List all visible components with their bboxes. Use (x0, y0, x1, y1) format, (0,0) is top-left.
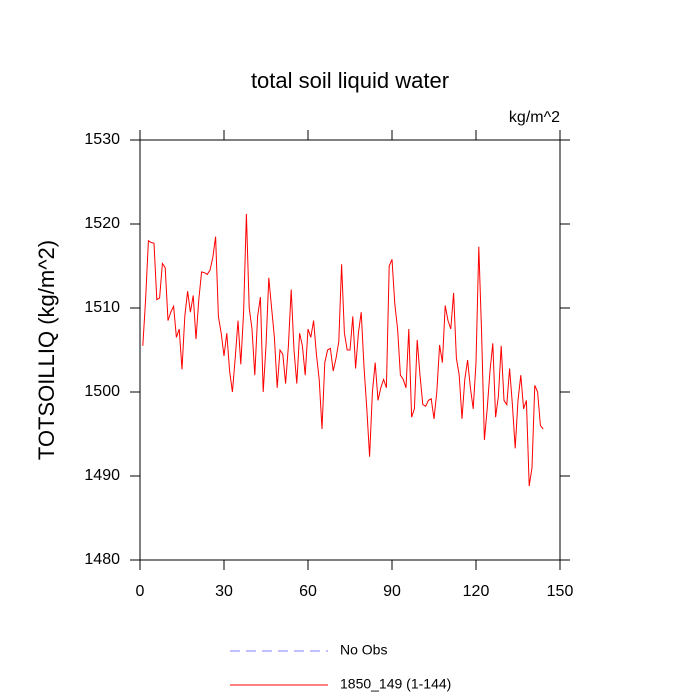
x-tick-label: 90 (383, 583, 401, 600)
y-axis-label: TOTSOILLIQ (kg/m^2) (34, 240, 59, 460)
units-label: kg/m^2 (509, 109, 560, 126)
y-tick-label: 1480 (84, 551, 120, 568)
y-tick-label: 1510 (84, 299, 120, 316)
legend-label: 1850_149 (1-144) (340, 676, 451, 692)
y-tick-label: 1520 (84, 215, 120, 232)
x-tick-label: 0 (136, 583, 145, 600)
x-tick-label: 30 (215, 583, 233, 600)
data-line (142, 213, 544, 487)
x-tick-label: 120 (463, 583, 490, 600)
y-tick-label: 1500 (84, 383, 120, 400)
y-tick-label: 1530 (84, 131, 120, 148)
x-tick-label: 150 (547, 583, 574, 600)
plot-frame (139, 139, 561, 561)
y-tick-label: 1490 (84, 467, 120, 484)
chart-title: total soil liquid water (251, 68, 449, 93)
legend-label: No Obs (340, 642, 387, 658)
x-tick-label: 60 (299, 583, 317, 600)
